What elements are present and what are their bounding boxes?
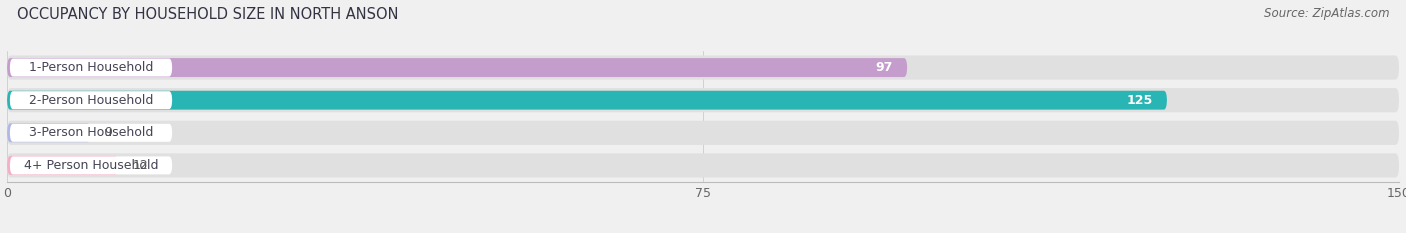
Text: Source: ZipAtlas.com: Source: ZipAtlas.com [1264,7,1389,20]
Text: 97: 97 [876,61,893,74]
FancyBboxPatch shape [7,121,1399,145]
FancyBboxPatch shape [7,123,90,142]
FancyBboxPatch shape [10,124,172,142]
Text: 3-Person Household: 3-Person Household [28,126,153,139]
Text: 4+ Person Household: 4+ Person Household [24,159,159,172]
FancyBboxPatch shape [7,58,907,77]
FancyBboxPatch shape [7,156,118,175]
FancyBboxPatch shape [10,156,172,175]
FancyBboxPatch shape [10,91,172,109]
Text: 2-Person Household: 2-Person Household [28,94,153,107]
FancyBboxPatch shape [7,88,1399,112]
FancyBboxPatch shape [10,58,172,77]
Text: 12: 12 [132,159,148,172]
FancyBboxPatch shape [7,55,1399,80]
Text: 9: 9 [104,126,112,139]
Text: OCCUPANCY BY HOUSEHOLD SIZE IN NORTH ANSON: OCCUPANCY BY HOUSEHOLD SIZE IN NORTH ANS… [17,7,398,22]
FancyBboxPatch shape [7,91,1167,110]
Text: 125: 125 [1126,94,1153,107]
FancyBboxPatch shape [7,153,1399,178]
Text: 1-Person Household: 1-Person Household [28,61,153,74]
